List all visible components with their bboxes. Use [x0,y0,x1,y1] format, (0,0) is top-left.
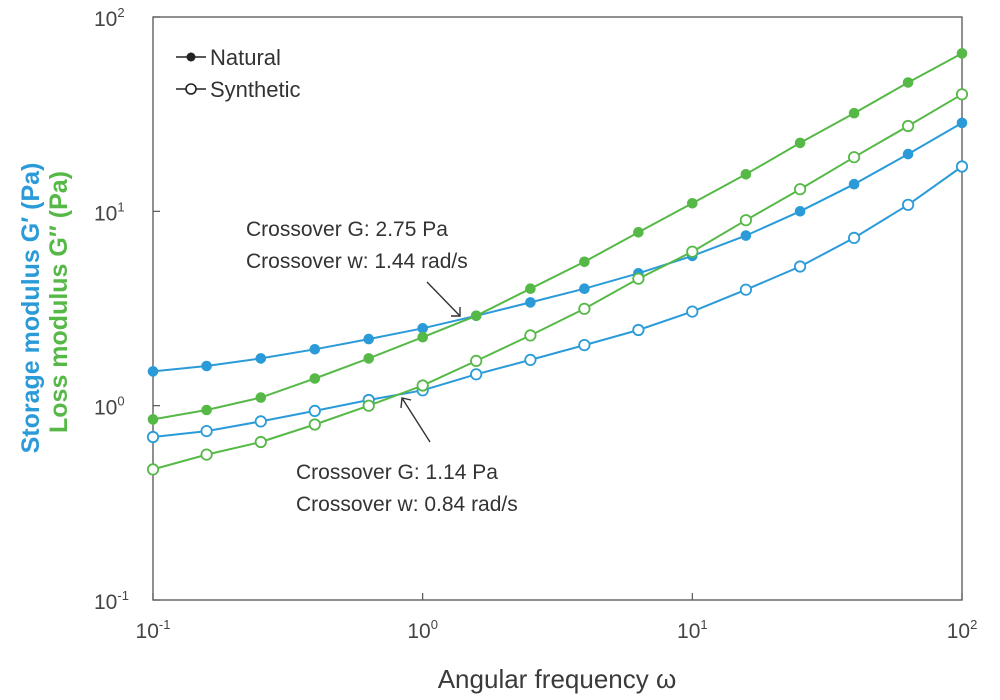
data-point-synthetic-storage [632,323,645,337]
data-point-synthetic-loss [901,119,915,133]
data-point-synthetic-loss [847,151,861,164]
data-point-synthetic-storage [470,368,483,381]
legend-synthetic-marker [185,83,197,95]
plot-frame [152,16,963,601]
data-point-natural-storage [255,353,267,364]
x-axis-title: Angular frequency ω [438,664,677,694]
data-point-synthetic-loss [470,354,483,367]
data-point-synthetic-loss [686,245,699,258]
data-point-natural-storage [417,323,429,334]
data-point-natural-loss [633,227,644,238]
data-point-synthetic-loss [793,183,807,196]
data-point-synthetic-storage [524,353,537,366]
data-point-natural-loss [956,48,968,59]
series-natural-loss [147,48,968,425]
series-line-synthetic-loss [152,93,963,471]
data-point-natural-storage [740,230,752,241]
data-point-natural-loss [902,77,914,88]
data-point-synthetic-loss [632,272,645,285]
data-point-natural-storage [794,206,806,217]
x-tick-label: 10-1 [136,617,171,643]
x-tick-label: 100 [407,617,438,643]
data-point-synthetic-loss [200,448,213,461]
y-tick-label: 101 [94,199,125,225]
data-point-synthetic-loss [362,399,375,412]
data-point-natural-storage [147,366,159,377]
annotation-natural-crossover-g: Crossover G: 2.75 Pa [246,218,448,241]
annotation-synthetic-crossover-g: Crossover G: 1.14 Pa [296,461,498,484]
series-line-natural-loss [152,52,963,421]
data-point-natural-loss [255,392,267,403]
data-point-synthetic-loss [955,88,969,101]
data-point-natural-loss [579,256,590,268]
data-point-natural-loss [470,310,482,322]
data-point-synthetic-loss [146,463,160,476]
data-point-natural-loss [525,283,536,295]
annotation-natural-arrow [426,281,461,317]
data-point-natural-storage [309,344,321,355]
data-point-synthetic-loss [739,214,753,227]
data-point-synthetic-storage [308,404,321,417]
data-point-natural-storage [579,283,590,295]
annotation-synthetic-crossover-w: Crossover w: 0.84 rad/s [296,493,518,516]
legend: Natural Synthetic [176,45,301,102]
series-natural-storage [147,117,968,377]
data-point-synthetic-storage [955,160,969,173]
data-point-synthetic-storage [578,338,591,352]
series-line-natural-storage [152,122,963,373]
annotation-synthetic-arrow [401,397,431,443]
data-point-natural-storage [363,333,375,345]
y-tick-label: 10-1 [94,588,129,614]
series-line-synthetic-storage [152,165,963,438]
data-point-synthetic-storage [739,283,753,296]
annotation-synthetic-crossover: Crossover G: 1.14 Pa Crossover w: 0.84 r… [296,397,518,516]
data-point-natural-storage [525,297,536,308]
data-point-synthetic-loss [524,329,537,342]
data-point-natural-loss [309,373,321,384]
data-point-natural-loss [201,404,212,416]
series-synthetic-loss [146,88,969,476]
data-point-natural-loss [417,331,429,343]
data-point-natural-storage [956,117,968,129]
annotation-natural-crossover: Crossover G: 2.75 Pa Crossover w: 1.44 r… [246,218,468,317]
data-point-natural-loss [794,137,806,149]
data-point-natural-storage [902,148,914,160]
data-point-natural-loss [147,414,159,425]
data-point-natural-storage [201,360,212,372]
data-point-synthetic-storage [254,415,267,428]
x-axis-ticks: 10-1 100 101 102 [136,593,978,643]
series-synthetic-storage [146,160,969,444]
data-point-synthetic-storage [901,198,915,211]
y-tick-label: 100 [94,394,125,420]
data-point-synthetic-storage [146,430,160,444]
y-tick-label: 102 [94,5,125,31]
data-point-synthetic-loss [254,435,267,449]
data-point-synthetic-loss [578,302,591,315]
data-point-natural-loss [848,107,860,119]
annotation-natural-crossover-w: Crossover w: 1.44 rad/s [246,250,468,273]
x-tick-label: 101 [677,617,708,643]
data-point-natural-loss [687,198,698,209]
series-layer [146,48,969,476]
x-tick-label: 102 [947,617,978,643]
data-point-synthetic-storage [793,260,807,273]
legend-natural-marker [186,52,196,62]
legend-synthetic-label: Synthetic [210,77,301,102]
data-point-synthetic-loss [416,379,429,392]
data-point-natural-loss [363,353,375,364]
y-axis-title-storage: Storage modulus G′ (Pa) [17,163,45,454]
data-point-natural-storage [848,178,860,190]
data-point-synthetic-storage [847,231,861,244]
data-point-natural-loss [740,169,752,180]
data-point-synthetic-storage [200,424,213,438]
y-axis-ticks: 10-1 100 101 102 [94,5,160,614]
data-point-synthetic-storage [686,305,699,318]
data-point-synthetic-loss [308,418,321,431]
y-axis-title-loss: Loss modulus G″ (Pa) [45,171,73,433]
legend-natural-label: Natural [210,45,281,70]
